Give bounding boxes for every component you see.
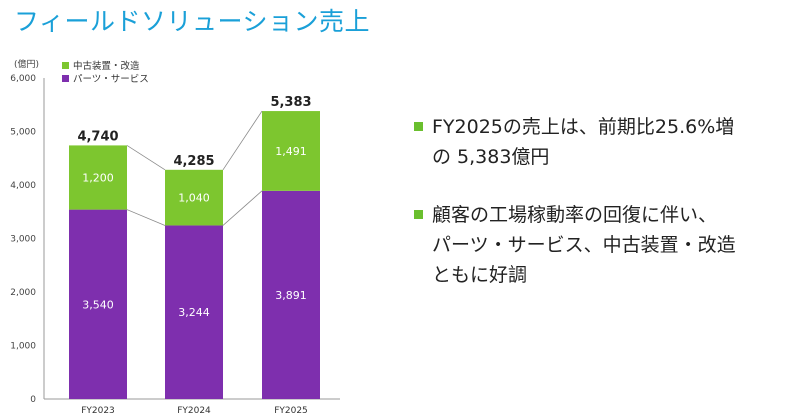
x-tick-label: FY2023 xyxy=(81,406,115,416)
bar-total-label: 4,285 xyxy=(173,154,214,169)
y-tick-label: 4,000 xyxy=(10,181,36,191)
bar-segment xyxy=(69,145,127,210)
bar-segment xyxy=(165,169,223,226)
legend-label: 中古装置・改造 xyxy=(73,60,140,72)
y-tick-label: 0 xyxy=(30,395,36,405)
bar-segment-label: 1,491 xyxy=(275,145,307,158)
bullet-list: FY2025の売上は、前期比25.6%増 の 5,383億円 顧客の工場稼動率の… xyxy=(410,112,794,318)
y-tick-label: 6,000 xyxy=(10,74,36,84)
bar-segment-label: 1,200 xyxy=(82,172,114,185)
page-title: フィールドソリューション売上 xyxy=(14,7,371,36)
connector-line xyxy=(222,190,263,226)
bar-segment xyxy=(69,209,127,399)
x-tick-label: FY2024 xyxy=(177,406,211,416)
connector-line xyxy=(126,209,166,226)
bar-segment-label: 3,244 xyxy=(178,306,210,319)
bar-segment xyxy=(262,190,320,399)
bar-total-label: 4,740 xyxy=(77,129,118,144)
y-tick-label: 3,000 xyxy=(10,235,36,245)
y-axis-unit-label: (億円) xyxy=(14,58,39,70)
x-tick-label: FY2025 xyxy=(274,406,308,416)
connector-line xyxy=(126,145,166,171)
bullet-square-icon xyxy=(414,122,423,131)
connector-line xyxy=(222,110,263,171)
bar-segment xyxy=(262,111,320,191)
bullet-square-icon xyxy=(414,210,423,219)
y-tick-label: 2,000 xyxy=(10,288,36,298)
bar-segment-label: 1,040 xyxy=(178,192,210,205)
bar-segment-label: 3,891 xyxy=(275,289,307,302)
bar-segment-label: 3,540 xyxy=(82,298,114,311)
legend-label: パーツ・サービス xyxy=(73,74,149,85)
legend-swatch xyxy=(62,75,69,82)
bullet-item-recovery: 顧客の工場稼動率の回復に伴い、 パーツ・サービス、中古装置・改造 ともに好調 xyxy=(410,200,794,290)
legend-swatch xyxy=(62,62,69,69)
bullet-item-sales-growth: FY2025の売上は、前期比25.6%増 の 5,383億円 xyxy=(410,112,794,172)
bullet-text: FY2025の売上は、前期比25.6%増 の 5,383億円 xyxy=(432,116,735,168)
y-tick-label: 1,000 xyxy=(10,342,36,352)
bar-segment xyxy=(165,225,223,399)
bullet-text: 顧客の工場稼動率の回復に伴い、 パーツ・サービス、中古装置・改造 ともに好調 xyxy=(432,204,736,286)
y-tick-label: 5,000 xyxy=(10,128,36,138)
bar-total-label: 5,383 xyxy=(270,95,311,110)
